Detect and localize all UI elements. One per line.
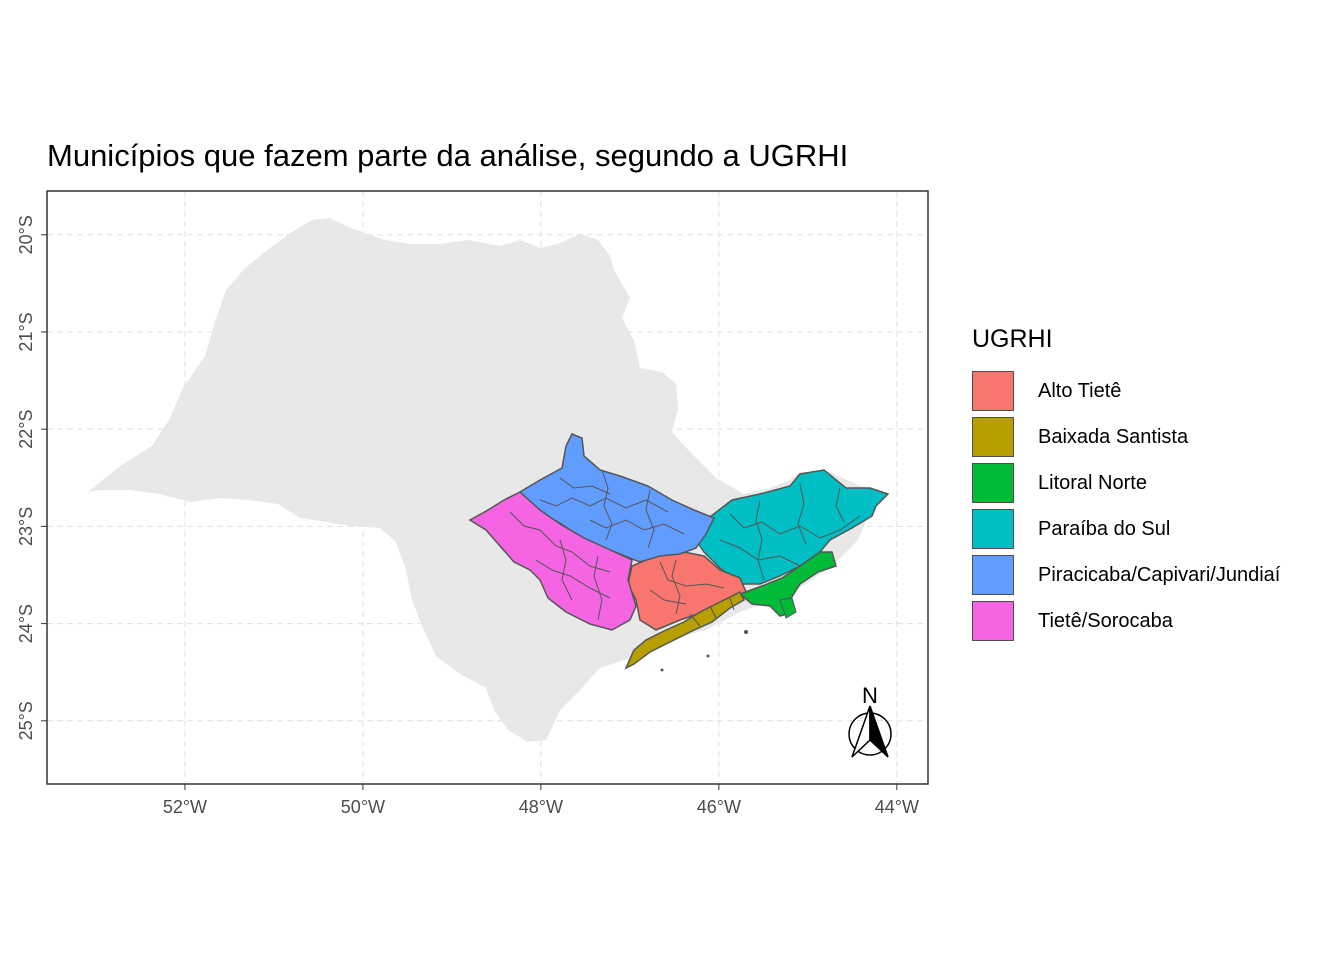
- legend-key: [972, 371, 1014, 411]
- islet: [744, 630, 748, 634]
- y-tick-label: 24°S: [16, 604, 36, 643]
- legend-item: Baixada Santista: [972, 414, 1280, 460]
- region-litoral-norte: [738, 551, 837, 617]
- legend-key: [972, 463, 1014, 503]
- x-tick-label: 44°W: [875, 797, 919, 817]
- legend-title: UGRHI: [972, 325, 1053, 353]
- x-tick-label: 46°W: [697, 797, 741, 817]
- north-arrow-label: N: [862, 683, 878, 708]
- x-tick-label: 50°W: [341, 797, 385, 817]
- legend-items: Alto Tietê Baixada Santista Litoral Norte P…: [972, 368, 1280, 644]
- y-tick-label: 21°S: [16, 312, 36, 351]
- axes: 52°W 50°W 48°W 46°W 44°W 20°S 21°S 22°S 23°S 24°S…: [16, 215, 919, 817]
- legend-item: Litoral Norte: [972, 460, 1280, 506]
- y-tick-label: 22°S: [16, 410, 36, 449]
- legend-key: [972, 601, 1014, 641]
- y-tick-label: 25°S: [16, 701, 36, 740]
- legend-item: Paraíba do Sul: [972, 506, 1280, 552]
- legend-label: Alto Tietê: [1038, 379, 1122, 402]
- legend-key: [972, 417, 1014, 457]
- legend-key: [972, 509, 1014, 549]
- legend-label: Tietê/Sorocaba: [1038, 609, 1173, 632]
- x-tick-label: 48°W: [519, 797, 563, 817]
- legend-item: Piracicaba/Capivari/Jundiaí: [972, 552, 1280, 598]
- chart-title: Municípios que fazem parte da análise, s…: [47, 138, 849, 173]
- legend-label: Litoral Norte: [1038, 471, 1147, 494]
- legend-label: Piracicaba/Capivari/Jundiaí: [1038, 563, 1281, 586]
- region-tiete-sorocaba: [468, 491, 637, 631]
- islet: [660, 668, 664, 672]
- north-arrow: N: [848, 683, 892, 758]
- panel-border: [46, 190, 929, 785]
- legend-item: Tietê/Sorocaba: [972, 598, 1280, 644]
- legend-label: Paraíba do Sul: [1038, 517, 1171, 540]
- legend: UGRHI Alto Tietê Baixada Santista Litoral …: [972, 325, 1280, 644]
- x-tick-label: 52°W: [163, 797, 207, 817]
- y-tick-label: 23°S: [16, 507, 36, 546]
- legend-key: [972, 555, 1014, 595]
- y-tick-label: 20°S: [16, 215, 36, 254]
- legend-item: Alto Tietê: [972, 368, 1280, 414]
- islet: [706, 654, 710, 658]
- island: [779, 597, 797, 619]
- legend-label: Baixada Santista: [1038, 425, 1189, 448]
- municipal-boundaries: [509, 469, 861, 627]
